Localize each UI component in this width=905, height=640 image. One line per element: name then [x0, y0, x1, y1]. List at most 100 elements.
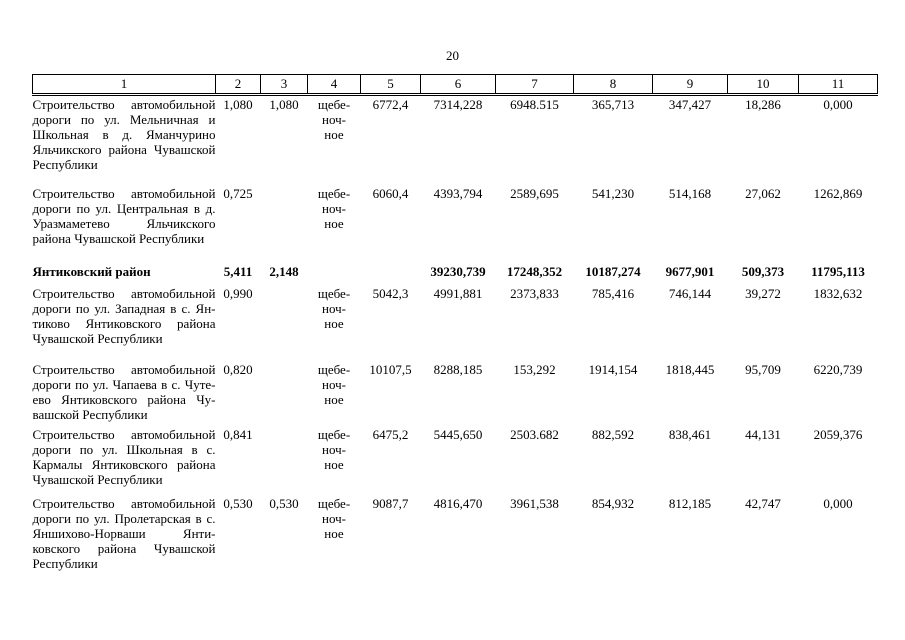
- value-cell: [261, 426, 308, 495]
- value-cell: 509,373: [741, 264, 785, 279]
- column-header-1: 1: [32, 74, 216, 96]
- project-name-cell: Строительство автомобильной дороги по ул…: [32, 186, 216, 246]
- value-cell: 1,080: [223, 97, 253, 112]
- value-cell: 42,747: [745, 496, 781, 511]
- value-cell: [361, 263, 421, 285]
- value-cell: 2373,833: [510, 286, 559, 301]
- project-name-cell: Строительство автомобильной дороги по ул…: [32, 362, 216, 422]
- value-cell: 4816,470: [433, 496, 483, 511]
- value-cell: 6475,2: [372, 427, 409, 442]
- value-cell: 153,292: [513, 362, 556, 377]
- table-row: Строительство автомобильной дороги по ул…: [33, 426, 878, 495]
- value-cell: 2059,376: [813, 427, 863, 442]
- value-cell: 1914,154: [588, 362, 638, 377]
- table-header-row: 1 2 3 4 5 6 7 8 9 10 11: [32, 74, 878, 96]
- column-header-2: 2: [215, 74, 261, 96]
- table-row: Строительство автомобильной дороги по ул…: [33, 495, 878, 571]
- column-header-3: 3: [260, 74, 308, 96]
- value-cell: 44,131: [745, 427, 781, 442]
- table-body: Строительство автомобильной дороги по ул…: [33, 95, 878, 571]
- value-cell: щебе- ноч- ное: [317, 97, 351, 142]
- value-cell: щебе- ноч- ное: [317, 286, 351, 331]
- value-cell: щебе- ноч- ное: [317, 496, 351, 541]
- value-cell: 365,713: [591, 97, 635, 112]
- value-cell: 0,725: [223, 186, 253, 201]
- value-cell: 8288,185: [433, 362, 483, 377]
- column-header-6: 6: [420, 74, 496, 96]
- column-header-10: 10: [727, 74, 799, 96]
- value-cell: 17248,352: [506, 264, 563, 279]
- value-cell: 0,000: [823, 97, 853, 112]
- value-cell: 10107,5: [369, 362, 412, 377]
- project-name-cell: Строительство автомобильной дороги по ул…: [32, 427, 216, 487]
- value-cell: 27,062: [745, 186, 781, 201]
- project-name-cell: Строительство автомобильной дороги по ул…: [32, 286, 216, 346]
- table-row: Янтиковский район 5,411 2,148 39230,739 1724…: [33, 263, 878, 285]
- page-number: 20: [446, 48, 459, 63]
- value-cell: 10187,274: [585, 264, 641, 279]
- value-cell: 1,080: [269, 97, 299, 112]
- value-cell: 0,990: [223, 286, 253, 301]
- column-header-11: 11: [798, 74, 878, 96]
- project-name-cell: Строительство автомобильной дороги по ул…: [32, 97, 216, 172]
- value-cell: 0,841: [223, 427, 253, 442]
- value-cell: 4991,881: [433, 286, 483, 301]
- value-cell: 0,530: [269, 496, 299, 511]
- value-cell: 2503.682: [510, 427, 559, 442]
- value-cell: [261, 285, 308, 361]
- value-cell: 6220,739: [813, 362, 863, 377]
- value-cell: щебе- ноч- ное: [317, 186, 351, 231]
- value-cell: 6772,4: [372, 97, 409, 112]
- value-cell: 2,148: [269, 264, 299, 279]
- column-header-9: 9: [652, 74, 728, 96]
- table-row: Строительство автомобильной дороги по ул…: [33, 185, 878, 263]
- value-cell: 347,427: [668, 97, 712, 112]
- value-cell: 9087,7: [372, 496, 409, 511]
- value-cell: 882,592: [591, 427, 635, 442]
- value-cell: 5042,3: [372, 286, 409, 301]
- value-cell: щебе- ноч- ное: [317, 362, 351, 407]
- value-cell: 1832,632: [813, 286, 863, 301]
- project-name-cell: Янтиковский район: [32, 264, 151, 279]
- value-cell: щебе- ноч- ное: [317, 427, 351, 472]
- value-cell: 18,286: [745, 97, 781, 112]
- table-row: Строительство автомобильной дороги по ул…: [33, 95, 878, 186]
- value-cell: [308, 263, 361, 285]
- value-cell: 9677,901: [665, 264, 715, 279]
- column-header-5: 5: [360, 74, 421, 96]
- value-cell: 541,230: [591, 186, 635, 201]
- value-cell: 2589,695: [510, 186, 559, 201]
- value-cell: [261, 361, 308, 426]
- value-cell: 5445,650: [433, 427, 483, 442]
- value-cell: 7314,228: [433, 97, 483, 112]
- value-cell: 1262,869: [813, 186, 863, 201]
- column-header-4: 4: [307, 74, 361, 96]
- value-cell: 95,709: [745, 362, 781, 377]
- value-cell: 39230,739: [430, 264, 486, 279]
- value-cell: 514,168: [668, 186, 712, 201]
- value-cell: 854,932: [591, 496, 635, 511]
- value-cell: 6948.515: [510, 97, 559, 112]
- value-cell: 5,411: [223, 264, 253, 279]
- value-cell: 1818,445: [665, 362, 715, 377]
- value-cell: 11795,113: [811, 264, 865, 279]
- value-cell: 746,144: [668, 286, 712, 301]
- value-cell: 838,461: [668, 427, 712, 442]
- column-header-7: 7: [495, 74, 574, 96]
- value-cell: 785,416: [591, 286, 635, 301]
- value-cell: 0,820: [223, 362, 253, 377]
- value-cell: 0,000: [823, 496, 853, 511]
- value-cell: 6060,4: [372, 186, 409, 201]
- value-cell: 39,272: [745, 286, 781, 301]
- project-name-cell: Строительство автомобильной дороги по ул…: [32, 496, 216, 571]
- value-cell: 3961,538: [510, 496, 559, 511]
- table-row: Строительство автомобильной дороги по ул…: [33, 361, 878, 426]
- value-cell: 812,185: [668, 496, 712, 511]
- table-row: Строительство автомобильной дороги по ул…: [33, 285, 878, 361]
- value-cell: [261, 185, 308, 263]
- column-header-8: 8: [573, 74, 653, 96]
- value-cell: 4393,794: [433, 186, 483, 201]
- road-construction-table: 1 2 3 4 5 6 7 8 9 10 11 Строительство ав…: [32, 74, 878, 571]
- value-cell: 0,530: [223, 496, 253, 511]
